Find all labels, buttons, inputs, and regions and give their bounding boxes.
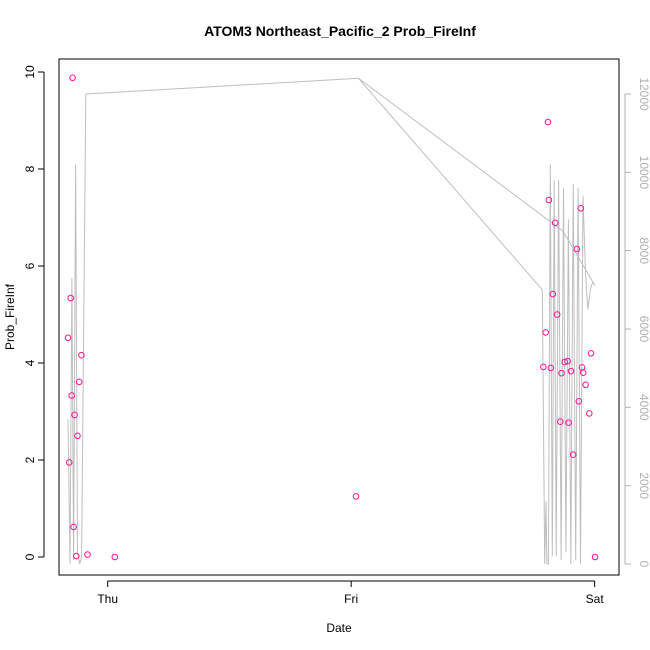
data-point bbox=[582, 381, 589, 389]
y-tick-label: 8 bbox=[23, 165, 37, 172]
data-point bbox=[591, 553, 599, 561]
y2-tick-label: 10000 bbox=[637, 156, 650, 190]
y-tick-label: 2 bbox=[23, 456, 37, 463]
data-point bbox=[65, 459, 73, 466]
x-tick-label: Sat bbox=[586, 592, 605, 606]
y-axis-label: Prob_FireInf bbox=[3, 283, 17, 350]
x-axis: Thu Fri Sat bbox=[97, 580, 605, 606]
data-point bbox=[352, 493, 360, 500]
scatter-points bbox=[64, 74, 599, 561]
data-point bbox=[69, 74, 76, 82]
data-point bbox=[84, 551, 91, 558]
y2-tick-label: 8000 bbox=[637, 237, 650, 264]
data-point bbox=[547, 364, 555, 372]
y-axis-left: 0 2 4 6 8 10 bbox=[23, 65, 45, 560]
x-axis-label: Date bbox=[326, 621, 352, 635]
data-point bbox=[544, 118, 552, 126]
y-tick-label: 0 bbox=[23, 553, 37, 560]
data-point bbox=[553, 311, 561, 318]
data-point bbox=[557, 418, 564, 426]
data-point bbox=[573, 245, 581, 253]
data-point bbox=[71, 411, 78, 419]
data-point bbox=[564, 357, 571, 365]
data-point bbox=[74, 432, 81, 440]
x-tick-label: Fri bbox=[344, 592, 358, 606]
data-point bbox=[586, 410, 593, 417]
data-point bbox=[542, 329, 550, 336]
data-point bbox=[73, 552, 80, 560]
data-point bbox=[540, 363, 547, 371]
y-tick-label: 6 bbox=[23, 262, 37, 269]
data-point bbox=[587, 350, 595, 357]
y-tick-label: 4 bbox=[23, 359, 37, 366]
data-point bbox=[569, 451, 577, 459]
chart-title: ATOM3 Northeast_Pacific_2 Prob_FireInf bbox=[204, 23, 476, 39]
x-tick-label: Thu bbox=[97, 592, 118, 606]
data-point bbox=[551, 219, 559, 227]
y-axis-right: 0 2000 4000 6000 8000 10000 12000 bbox=[624, 77, 650, 568]
data-point bbox=[549, 290, 557, 298]
data-point bbox=[579, 369, 587, 377]
y2-tick-label: 6000 bbox=[637, 316, 650, 343]
data-point bbox=[575, 398, 583, 405]
y2-tick-label: 4000 bbox=[637, 394, 650, 421]
y2-tick-label: 0 bbox=[637, 561, 650, 568]
data-point bbox=[565, 419, 572, 427]
data-point bbox=[70, 523, 77, 531]
data-point bbox=[545, 196, 553, 204]
data-point bbox=[111, 553, 119, 561]
secondary-series-line bbox=[67, 77, 596, 565]
secondary-line-layer bbox=[67, 77, 596, 565]
plot-box bbox=[58, 58, 620, 576]
y2-tick-label: 2000 bbox=[637, 472, 650, 499]
data-point bbox=[558, 369, 565, 377]
data-point bbox=[577, 205, 585, 212]
data-point bbox=[75, 378, 83, 386]
data-point bbox=[67, 294, 74, 302]
data-point bbox=[561, 358, 569, 366]
data-point bbox=[68, 392, 75, 399]
y2-tick-label: 12000 bbox=[637, 77, 650, 111]
data-point bbox=[64, 334, 72, 342]
y-tick-label: 10 bbox=[23, 65, 37, 79]
data-point bbox=[567, 367, 575, 375]
data-point bbox=[78, 351, 85, 359]
